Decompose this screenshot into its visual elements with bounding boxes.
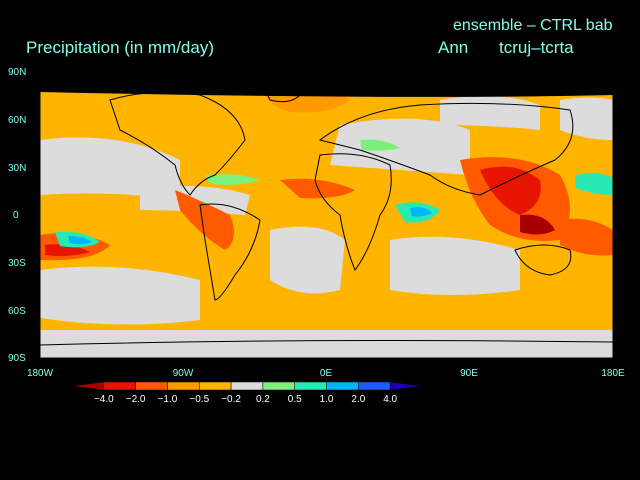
colorbar-tick-label: −0.5 — [189, 394, 210, 405]
field-grey-eurasia — [330, 118, 470, 175]
coast-australia — [514, 244, 572, 276]
coast-north-america — [109, 91, 246, 196]
colorbar-tick-label: 0.5 — [287, 394, 302, 405]
field-grey-siberia — [440, 96, 540, 130]
map-title: Precipitation (in mm/day) — [26, 38, 215, 57]
coast-africa — [314, 153, 392, 272]
field-pos-npac — [575, 173, 613, 195]
map-field — [40, 72, 613, 358]
lat-label-eq: 0 — [13, 210, 19, 221]
field-neg-maritime — [520, 214, 555, 235]
colorbar-tick-label: −1.0 — [157, 394, 178, 405]
field-pos-spac-core — [68, 236, 92, 245]
field-pos-med — [360, 139, 400, 151]
lat-label-90s: 90S — [8, 353, 26, 364]
colorbar-swatch — [71, 381, 105, 391]
lon-label-90w: 90W — [172, 368, 194, 379]
colorbar-tick-label: −4.0 — [93, 394, 114, 405]
coast-eurasia — [318, 102, 574, 196]
coast-greenland — [264, 87, 301, 103]
colorbar-tick-label: 0.2 — [255, 394, 270, 405]
lat-label-60s: 60S — [8, 306, 26, 317]
field-grey-indian — [390, 236, 520, 295]
lat-label-30n: 30N — [8, 163, 27, 174]
field-grey-spac — [40, 266, 200, 325]
season-label: Ann — [438, 38, 469, 57]
colorbar-swatch — [358, 381, 391, 391]
colorbar-swatch — [199, 381, 232, 391]
colorbar-swatch — [135, 381, 168, 391]
colorbar — [71, 381, 423, 391]
colorbar-swatch — [103, 381, 136, 391]
map-frame — [39, 71, 614, 359]
colorbar-swatch — [294, 381, 327, 391]
colorbar-swatch — [262, 381, 295, 391]
colorbar-tick-label: 1.0 — [319, 394, 334, 405]
lon-label-0e: 0E — [319, 368, 333, 379]
lat-label-30s: 30S — [8, 258, 26, 269]
field-grey-satl — [270, 226, 345, 294]
case-label: tcruj–tcrta — [499, 38, 574, 57]
field-neg-amazon — [175, 190, 234, 250]
colorbar-tick-label: −0.2 — [221, 394, 241, 405]
lon-label-90e: 90E — [460, 368, 478, 379]
coast-antarctica — [39, 340, 614, 346]
field-neg-asia-core — [480, 166, 541, 215]
field-pos-indian-core — [410, 207, 432, 217]
colorbar-swatch — [326, 381, 359, 391]
lat-label-90n: 90N — [8, 67, 27, 78]
colorbar-tick-label: 2.0 — [351, 394, 366, 405]
lat-label-60n: 60N — [8, 115, 27, 126]
field-neg-spac-core — [45, 244, 90, 256]
colorbar-swatch — [167, 381, 200, 391]
colorbar-tick-label: 4.0 — [383, 394, 398, 405]
colorbar-swatch — [389, 381, 423, 391]
lon-label-180e: 180E — [601, 368, 625, 379]
coastlines — [39, 87, 614, 346]
field-arctic — [40, 72, 613, 97]
field-pos-caribbean — [205, 174, 260, 185]
lon-label-180w: 180W — [26, 368, 54, 379]
colorbar-swatch — [230, 381, 264, 391]
field-neg-wpac — [560, 218, 613, 256]
field-grey-npac — [40, 137, 180, 200]
ensemble-label: ensemble – CTRL bab — [453, 17, 613, 34]
field-antarctic — [40, 330, 613, 358]
coast-south-america — [199, 203, 261, 301]
colorbar-tick-label: −2.0 — [125, 394, 146, 405]
